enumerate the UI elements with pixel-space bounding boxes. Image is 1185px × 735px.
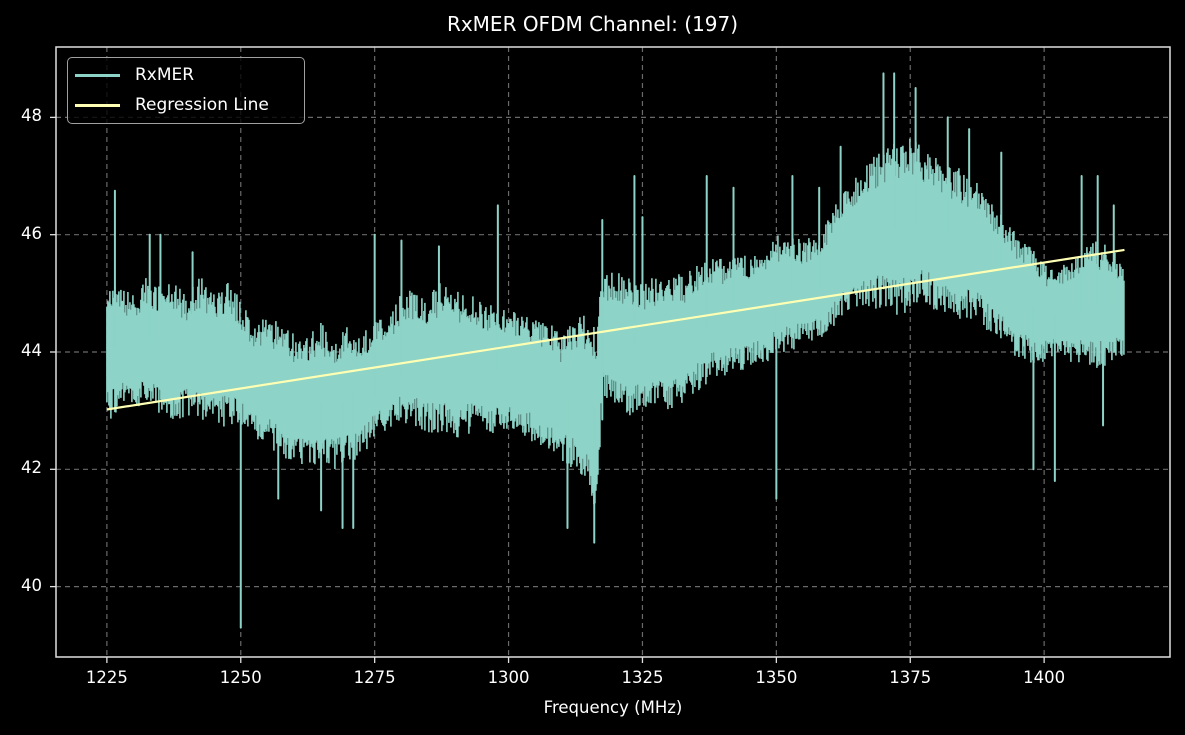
- regression-swatch-icon: [75, 103, 120, 107]
- regression-line: [106, 248, 1125, 411]
- x-tick-label: 1300: [487, 668, 530, 687]
- y-tick-label: 42: [21, 458, 42, 478]
- legend-item-regression: Regression Line: [75, 93, 269, 117]
- x-tick-label: 1275: [353, 668, 396, 687]
- y-tick-label: 40: [21, 575, 42, 595]
- x-tick-label: 1375: [889, 668, 932, 687]
- rxmer-trace: [106, 138, 1125, 505]
- x-tick-label: 1350: [755, 668, 798, 687]
- rxmer-swatch-icon: [75, 73, 120, 77]
- legend: RxMER Regression Line: [67, 57, 305, 124]
- x-tick-label: 1325: [621, 668, 664, 687]
- y-tick-label: 46: [21, 223, 42, 243]
- x-axis-label: Frequency (MHz): [543, 698, 683, 717]
- rxmer-series: [106, 72, 1125, 629]
- legend-item-rxmer: RxMER: [75, 63, 194, 87]
- y-tick-label: 44: [21, 341, 42, 360]
- axis-ticks: [50, 116, 1045, 663]
- y-tick-label: 48: [21, 106, 42, 126]
- x-tick-label: 1250: [219, 668, 262, 687]
- legend-label-regression: Regression Line: [135, 95, 269, 115]
- x-tick-label: 1225: [85, 668, 128, 687]
- x-tick-label: 1400: [1023, 668, 1066, 687]
- legend-label-rxmer: RxMER: [135, 65, 195, 85]
- regression-line-path: [106, 248, 1125, 411]
- chart-title: RxMER OFDM Channel: (197): [446, 12, 739, 36]
